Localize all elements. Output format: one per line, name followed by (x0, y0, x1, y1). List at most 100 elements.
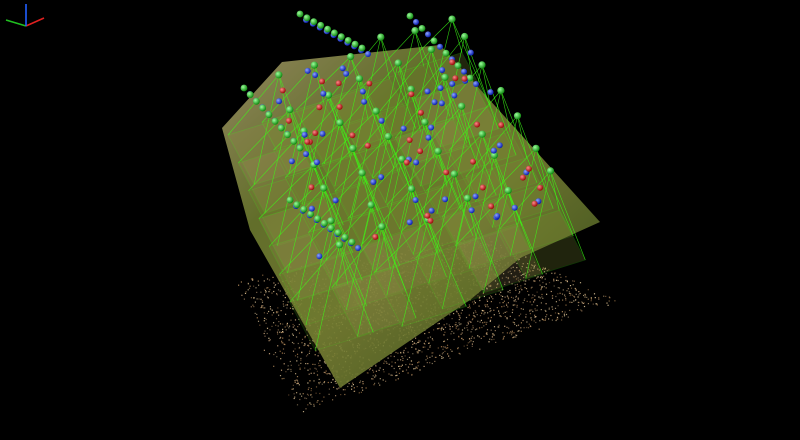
cloud-point (344, 393, 346, 396)
cloud-point (361, 387, 363, 389)
cloud-point (309, 368, 311, 370)
cloud-point (576, 309, 579, 311)
cloud-point (309, 380, 311, 382)
cloud-point (240, 281, 242, 283)
cloud-point (411, 346, 413, 348)
cloud-point (558, 313, 560, 315)
cloud-point (531, 309, 533, 311)
cloud-point (256, 317, 258, 319)
cloud-point (402, 359, 404, 362)
cloud-point (544, 268, 546, 270)
cloud-point (336, 388, 338, 390)
cloud-point (515, 295, 517, 297)
frustum-edge (454, 173, 492, 265)
cloud-point (511, 332, 513, 334)
cloud-point (247, 283, 249, 285)
cloud-point (313, 372, 315, 374)
camera-center (327, 224, 335, 232)
cloud-point (249, 285, 251, 287)
cloud-point (328, 372, 330, 375)
camera-center (448, 15, 456, 23)
cloud-point (305, 355, 308, 357)
frustum-edge (359, 78, 369, 119)
camera-center (259, 104, 267, 112)
cloud-point (375, 365, 377, 367)
cloud-point (493, 334, 495, 336)
ground-control-point (511, 204, 518, 211)
cloud-point (555, 279, 558, 281)
cloud-point (318, 378, 320, 380)
cloud-point (298, 332, 301, 334)
cloud-point (459, 324, 461, 326)
cloud-point (556, 276, 558, 278)
cloud-point (536, 309, 538, 311)
frustum-edge (507, 190, 543, 275)
cloud-point (510, 296, 513, 298)
cloud-point (321, 400, 323, 402)
cloud-point (264, 330, 266, 332)
cloud-point (383, 362, 385, 364)
cloud-point (474, 316, 476, 318)
camera-center (384, 132, 392, 141)
frustum-edge (454, 173, 465, 212)
cloud-point (567, 288, 569, 290)
cloud-point (271, 325, 273, 327)
frustum-edge (455, 134, 483, 247)
cloud-point (503, 273, 505, 275)
frustum-edge (475, 90, 502, 202)
ground-control-point (490, 147, 497, 154)
cloud-point (529, 301, 531, 303)
cloud-point (335, 382, 337, 384)
cloud-point (432, 352, 434, 354)
cloud-point (455, 325, 457, 327)
cloud-point (388, 373, 390, 375)
cloud-point (554, 273, 556, 275)
cloud-point (405, 369, 408, 371)
cloud-point (276, 294, 278, 296)
cloud-point (520, 327, 522, 329)
cloud-point (294, 319, 297, 321)
camera-center (284, 131, 291, 139)
frustum-edge (550, 170, 560, 211)
cloud-point (579, 282, 582, 284)
cloud-point (544, 309, 546, 311)
cloud-point (332, 399, 334, 401)
cloud-point (525, 280, 527, 282)
check-point (304, 138, 311, 145)
cloud-point (542, 297, 544, 299)
cloud-point (276, 293, 278, 295)
frustum-edge (492, 115, 518, 228)
cloud-point (515, 336, 517, 338)
cloud-point (536, 305, 538, 307)
frustum-edge (431, 49, 441, 93)
ground-control-point (461, 68, 467, 75)
cloud-point (486, 288, 488, 290)
cloud-point (581, 310, 583, 312)
cloud-point (292, 350, 295, 352)
cloud-point (521, 265, 523, 268)
cloud-point (369, 368, 371, 370)
cloud-point (342, 389, 344, 391)
cloud-point (513, 332, 515, 334)
cloud-point (277, 289, 280, 291)
cloud-point (519, 291, 521, 293)
cloud-point (578, 301, 580, 304)
check-point (452, 75, 459, 82)
camera-frustums (227, 18, 586, 351)
camera-center (434, 147, 442, 155)
cloud-point (258, 298, 260, 300)
cloud-point (594, 297, 596, 299)
cloud-point (305, 397, 308, 400)
cloud-point (493, 309, 495, 311)
cloud-point (495, 341, 497, 343)
cloud-point (424, 333, 426, 335)
cloud-point (459, 317, 461, 319)
cloud-point (293, 342, 295, 345)
cloud-point (387, 357, 389, 359)
camera-center (461, 32, 469, 41)
cloud-point (266, 287, 268, 289)
cloud-point (273, 322, 275, 324)
cloud-point (577, 304, 580, 306)
